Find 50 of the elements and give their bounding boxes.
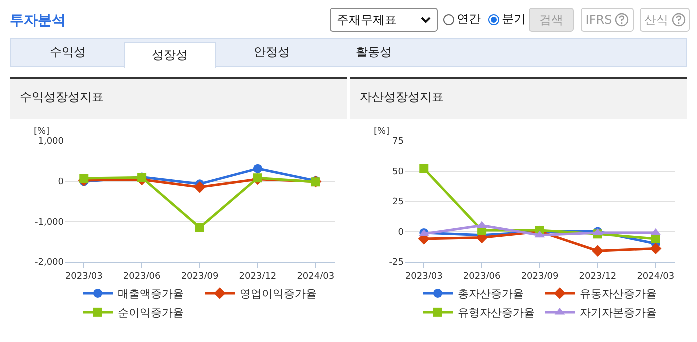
text: 검색	[529, 8, 574, 32]
text: 연간	[457, 11, 481, 28]
point	[592, 245, 604, 257]
y-tick-label: -25	[389, 258, 404, 268]
y-tick-label: -1,000	[34, 218, 64, 228]
x-tick-label: 2023/12	[239, 272, 277, 282]
legend-label: 총자산증가율	[458, 288, 524, 301]
y-tick-label: 0	[58, 177, 64, 188]
text: 성장성	[124, 42, 216, 68]
legend-label: 영업이익증가율	[240, 288, 317, 301]
x-tick-label: 2024/03	[637, 272, 675, 282]
text: IFRS	[586, 13, 612, 27]
text: 주재무제표	[337, 12, 397, 28]
text: 산식	[644, 12, 668, 28]
point	[253, 164, 262, 174]
y-tick-label: 0	[398, 228, 404, 238]
y-tick-label: 25	[392, 198, 404, 208]
x-tick-label: 2023/03	[65, 272, 103, 282]
x-tick-label: 2024/03	[297, 272, 335, 282]
x-tick-label: 2023/12	[579, 272, 617, 282]
text: 분기	[502, 11, 526, 28]
point	[194, 182, 206, 194]
y-tick-label: -2,000	[34, 258, 64, 268]
y-tick-label: 75	[392, 137, 404, 148]
legend-label: 유동자산증가율	[580, 288, 657, 301]
y-axis-title: [%]	[374, 127, 390, 137]
text: 활동성	[355, 44, 393, 61]
x-tick-label: 2023/09	[181, 272, 219, 282]
legend-label: 순이익증가율	[118, 306, 184, 320]
x-tick-label: 2023/09	[521, 272, 559, 282]
chart-title: 수익성장성지표	[10, 77, 347, 119]
text: 안정성	[253, 44, 291, 61]
legend-label: 유형자산증가율	[458, 306, 535, 320]
legend-label: 매출액증가율	[118, 288, 184, 301]
point	[650, 242, 662, 255]
y-tick-label: 1,000	[38, 137, 64, 148]
x-tick-label: 2023/03	[405, 272, 443, 282]
point	[253, 174, 262, 183]
point	[420, 164, 429, 174]
x-tick-label: 2023/06	[123, 272, 162, 282]
x-tick-label: 2023/06	[463, 272, 502, 282]
chart-title: 자산성장성지표	[350, 77, 687, 119]
text: 수익성	[49, 44, 87, 61]
point	[196, 223, 204, 232]
legend-label: 자기자본증가율	[580, 306, 657, 320]
text: 투자분석	[10, 12, 66, 30]
point	[651, 234, 660, 244]
point	[80, 174, 89, 184]
y-tick-label: 50	[392, 167, 404, 178]
y-axis-title: [%]	[34, 127, 50, 137]
